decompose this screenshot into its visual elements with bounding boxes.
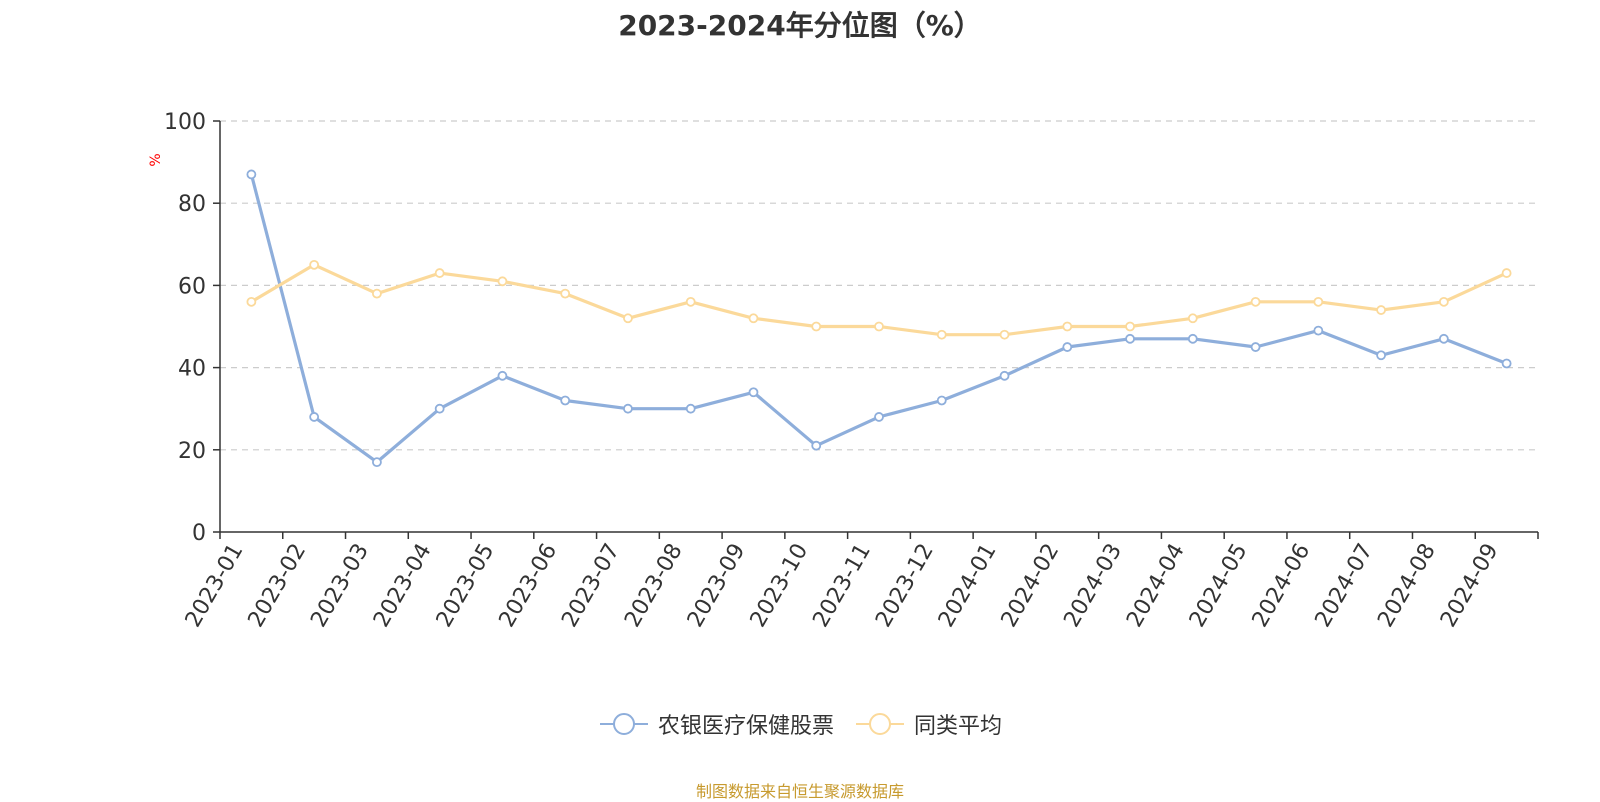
x-tick-label: 2023-11 <box>808 540 876 632</box>
axes: 0 20 40 60 80 100 2023-012023-022023-032023-04… <box>164 110 1539 632</box>
x-tick-label: 2024-08 <box>1373 540 1441 632</box>
series-1 <box>246 259 1512 340</box>
data-point <box>685 296 696 307</box>
data-point <box>874 321 884 332</box>
data-point <box>372 457 382 468</box>
x-tick-label: 2024-07 <box>1310 540 1378 632</box>
legend-marker-icon <box>599 713 648 735</box>
data-point <box>372 288 382 299</box>
data-point <box>623 403 633 414</box>
data-point <box>1313 296 1324 307</box>
x-tick-label: 2024-06 <box>1248 540 1316 632</box>
x-tick-label: 2024-05 <box>1185 540 1253 632</box>
data-point <box>497 276 508 287</box>
data-point <box>1062 342 1073 352</box>
legend-marker-icon <box>856 713 904 735</box>
legend-label: 农银医疗保健股票 <box>657 714 834 739</box>
data-point <box>434 268 445 278</box>
data-point <box>811 440 822 451</box>
data-point <box>999 370 1010 381</box>
data-point <box>1250 296 1261 307</box>
x-tick-label: 2023-10 <box>746 540 814 632</box>
x-tick-label: 2024-04 <box>1122 540 1190 632</box>
data-point <box>999 329 1010 340</box>
y-tick-label: 0 <box>192 521 206 546</box>
data-point <box>748 387 759 398</box>
data-point <box>560 288 571 299</box>
y-tick-label: 20 <box>178 439 206 464</box>
legend-item-0[interactable]: 农银医疗保健股票 <box>598 708 834 740</box>
data-point <box>1438 333 1449 344</box>
data-point <box>1187 313 1198 324</box>
x-tick-label: 2024-03 <box>1059 540 1127 632</box>
data-point <box>246 169 257 180</box>
y-axis-label: % <box>148 153 164 166</box>
x-tick-label: 2023-02 <box>244 540 312 632</box>
data-point <box>1313 325 1324 336</box>
x-tick-label: 2023-12 <box>871 540 939 632</box>
data-point <box>497 370 508 381</box>
legend: 农银医疗保健股票 同类平均 <box>0 708 1600 740</box>
data-point <box>1125 321 1135 332</box>
y-tick-label: 60 <box>178 274 206 299</box>
y-tick-label: 40 <box>178 357 206 382</box>
x-tick-label: 2023-07 <box>557 540 625 632</box>
x-tick-label: 2023-06 <box>495 540 563 632</box>
data-point <box>1187 333 1198 344</box>
series-0 <box>246 169 1512 468</box>
data-point <box>1376 305 1386 315</box>
data-point <box>246 296 257 307</box>
y-tick-label: 80 <box>178 192 206 217</box>
chart-title: 2023-2024年分位图（%） <box>618 9 982 42</box>
source-note: 制图数据来自恒生聚源数据库 <box>695 782 904 801</box>
x-tick-label: 2023-09 <box>683 540 751 632</box>
data-point <box>936 329 947 340</box>
data-point <box>811 321 822 332</box>
series-lines <box>246 169 1512 468</box>
data-point <box>1438 296 1449 307</box>
data-point <box>1501 268 1512 278</box>
x-tick-label: 2023-05 <box>432 540 500 632</box>
data-point <box>560 395 571 406</box>
data-point <box>1125 333 1135 344</box>
data-point <box>434 403 445 414</box>
data-point <box>309 412 320 422</box>
x-tick-label: 2023-08 <box>620 540 688 632</box>
data-point <box>1250 342 1261 352</box>
data-point <box>309 259 320 270</box>
data-point <box>936 395 947 406</box>
legend-item-1[interactable]: 同类平均 <box>854 708 1002 740</box>
x-tick-label: 2024-02 <box>997 540 1065 632</box>
x-tick-label: 2023-01 <box>181 540 249 632</box>
data-point <box>1501 358 1512 369</box>
x-tick-label: 2024-01 <box>934 539 1002 631</box>
x-tick-label: 2023-04 <box>369 540 437 632</box>
data-point <box>685 403 696 414</box>
y-tick-label: 100 <box>164 110 206 135</box>
data-point <box>874 412 884 422</box>
x-tick-label: 2024-09 <box>1436 540 1504 632</box>
data-point <box>748 313 759 324</box>
gridlines <box>220 120 1538 451</box>
legend-label: 同类平均 <box>914 714 1003 739</box>
data-point <box>1376 350 1386 361</box>
data-point <box>623 313 633 324</box>
x-tick-label: 2023-03 <box>306 540 374 632</box>
data-point <box>1062 321 1073 332</box>
